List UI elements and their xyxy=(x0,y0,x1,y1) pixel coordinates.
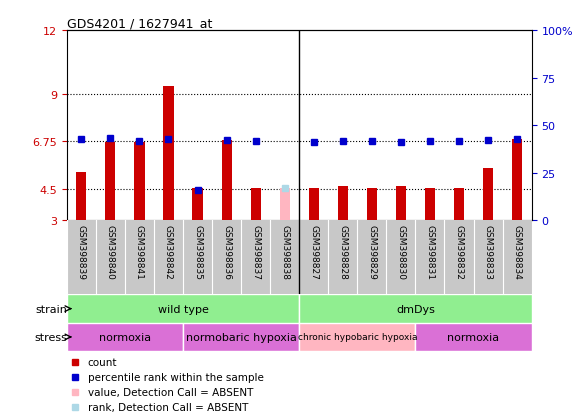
Bar xyxy=(299,295,532,323)
Text: GSM398837: GSM398837 xyxy=(251,225,260,280)
Text: GSM398827: GSM398827 xyxy=(309,225,318,279)
Text: GSM398841: GSM398841 xyxy=(135,225,144,279)
Text: chronic hypobaric hypoxia: chronic hypobaric hypoxia xyxy=(297,332,417,342)
Text: GSM398832: GSM398832 xyxy=(454,225,464,279)
Text: GDS4201 / 1627941_at: GDS4201 / 1627941_at xyxy=(67,17,212,30)
Text: stress: stress xyxy=(34,332,67,342)
Bar xyxy=(250,188,261,221)
Text: dmDys: dmDys xyxy=(396,304,435,314)
Text: GSM398842: GSM398842 xyxy=(164,225,173,279)
Text: GSM398838: GSM398838 xyxy=(280,225,289,280)
Bar xyxy=(67,295,299,323)
Text: normoxia: normoxia xyxy=(447,332,500,342)
Bar xyxy=(134,143,145,221)
Bar xyxy=(367,188,377,221)
Bar xyxy=(67,323,183,351)
Text: value, Detection Call = ABSENT: value, Detection Call = ABSENT xyxy=(88,387,253,397)
Text: GSM398831: GSM398831 xyxy=(425,225,435,280)
Text: GSM398839: GSM398839 xyxy=(77,225,86,280)
Bar xyxy=(105,143,116,221)
Bar xyxy=(396,186,406,221)
Text: wild type: wild type xyxy=(157,304,209,314)
Text: normobaric hypoxia: normobaric hypoxia xyxy=(186,332,296,342)
Bar xyxy=(512,140,522,221)
Text: GSM398830: GSM398830 xyxy=(396,225,406,280)
Bar xyxy=(279,188,290,221)
Text: percentile rank within the sample: percentile rank within the sample xyxy=(88,372,264,382)
Bar xyxy=(299,323,415,351)
Bar xyxy=(415,323,532,351)
Text: GSM398829: GSM398829 xyxy=(367,225,376,279)
Text: count: count xyxy=(88,357,117,367)
Text: GSM398840: GSM398840 xyxy=(106,225,115,279)
Bar xyxy=(221,141,232,221)
Bar xyxy=(183,323,299,351)
Text: GSM398834: GSM398834 xyxy=(512,225,522,279)
Bar xyxy=(425,188,435,221)
Bar xyxy=(338,187,348,221)
Text: GSM398828: GSM398828 xyxy=(338,225,347,279)
Text: GSM398833: GSM398833 xyxy=(483,225,493,280)
Text: strain: strain xyxy=(35,304,67,314)
Text: normoxia: normoxia xyxy=(99,332,151,342)
Bar xyxy=(309,188,319,221)
Text: GSM398836: GSM398836 xyxy=(222,225,231,280)
Text: rank, Detection Call = ABSENT: rank, Detection Call = ABSENT xyxy=(88,402,248,412)
Bar xyxy=(192,188,203,221)
Bar xyxy=(483,168,493,221)
Bar xyxy=(163,87,174,221)
Bar xyxy=(76,172,87,221)
Text: GSM398835: GSM398835 xyxy=(193,225,202,280)
Bar xyxy=(454,188,464,221)
